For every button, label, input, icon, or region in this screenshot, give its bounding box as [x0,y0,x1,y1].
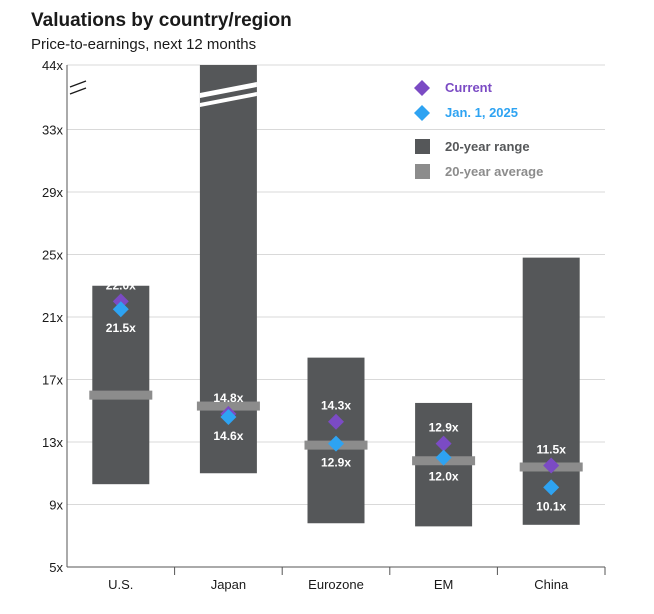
jan1-value-label: 21.5x [106,321,136,335]
legend-current-icon [414,80,430,96]
current-value-label: 11.5x [537,442,567,456]
current-value-label: 14.8x [213,391,243,405]
jan1-marker [543,479,560,496]
legend-jan1-icon [414,105,430,121]
y-tick-label: 25x [42,248,63,263]
legend-average-swatch [415,164,430,179]
current-marker [435,435,452,452]
jan1-value-label: 14.6x [213,429,243,443]
bar-break-stripe [199,92,257,107]
y-tick-label: 17x [42,373,63,388]
range-bar [92,285,150,485]
chart-subtitle: Price-to-earnings, next 12 months [31,36,257,53]
jan1-value-label: 10.1x [536,499,566,513]
jan1-marker [328,435,344,452]
current-value-label: 12.9x [429,421,459,435]
jan1-marker [220,409,237,425]
legend-range-label: 20-year range [445,139,530,154]
chart-title: Valuations by country/region [31,10,292,31]
current-marker [543,457,560,474]
y-tick-label: 33x [42,123,63,138]
y-tick-label: 5x [49,560,63,575]
y-tick-label: 44x [42,58,63,73]
y-tick-label: 29x [42,185,63,200]
y-tick-label: 21x [42,310,63,325]
average-marker [89,390,153,400]
jan1-value-label: 12.0x [429,470,459,484]
x-category-label: Eurozone [308,577,364,592]
y-tick-label: 13x [42,435,63,450]
x-category-label: Japan [211,577,246,592]
legend-jan1-label: Jan. 1, 2025 [445,105,518,120]
x-category-label: EM [434,577,454,592]
legend-current-label: Current [445,80,493,95]
legend-range-swatch [415,139,430,154]
jan1-marker [435,449,452,466]
jan1-value-label: 12.9x [321,456,351,470]
y-axis-break-mark [69,87,87,95]
current-value-label: 22.0x [106,278,136,292]
y-axis-break-mark [69,80,87,88]
bar-break-stripe [199,82,257,98]
y-tick-label: 9x [49,498,63,513]
jan1-marker [112,301,129,318]
current-marker [328,413,344,430]
x-category-label: China [534,577,569,592]
legend-average-label: 20-year average [445,164,543,179]
x-category-label: U.S. [108,577,133,592]
current-value-label: 14.3x [321,399,351,413]
